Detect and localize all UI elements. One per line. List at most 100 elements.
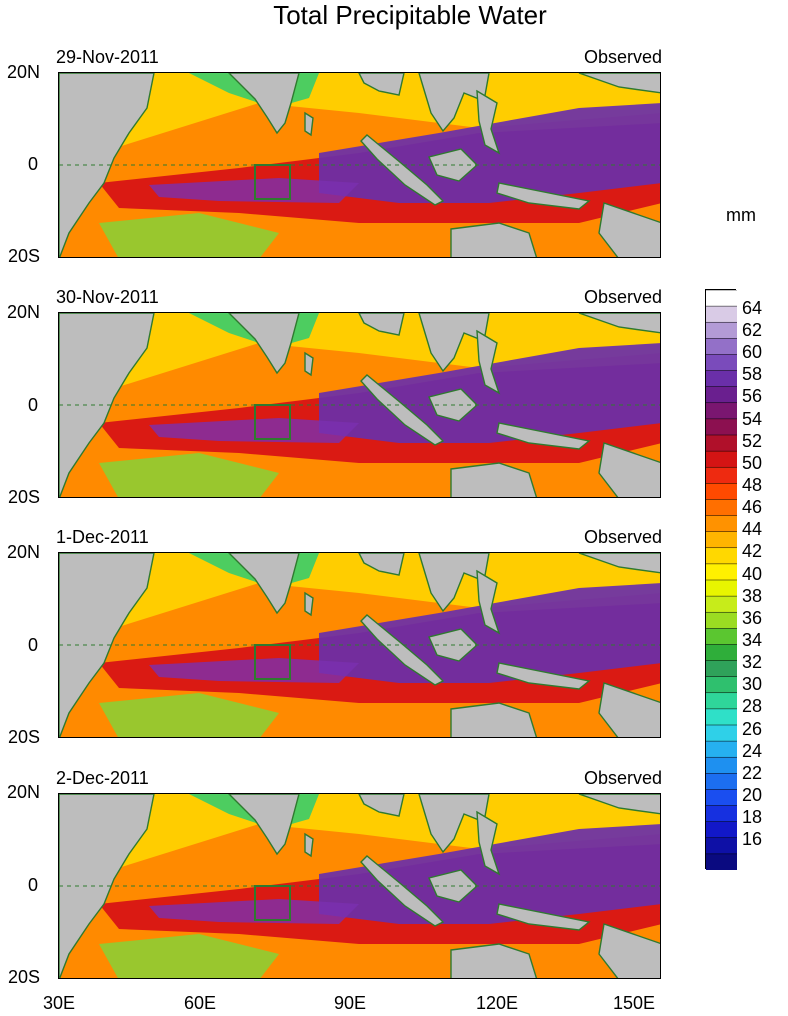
colorbar-label: 34 — [742, 630, 763, 650]
landmass — [598, 442, 660, 497]
colorbar-label: 58 — [742, 364, 763, 384]
landmass — [360, 134, 445, 206]
landmass — [476, 569, 501, 635]
landmass — [358, 73, 405, 96]
lat-label-20s: 20S — [7, 967, 40, 987]
panel-observed-label: Observed — [583, 527, 662, 547]
colorbar-label: 62 — [742, 320, 763, 340]
colorbar-swatch — [706, 483, 737, 501]
landmass — [304, 111, 314, 137]
landmass — [358, 313, 405, 336]
landmass — [59, 553, 155, 737]
landmass — [228, 553, 300, 615]
colorbar-label: 64 — [742, 298, 763, 318]
landmass — [450, 462, 538, 497]
landmass — [578, 553, 660, 574]
colorbar-swatch — [706, 322, 737, 339]
tpw-band-moderate — [59, 73, 660, 163]
landmass — [496, 903, 591, 931]
colorbar-label: 38 — [742, 586, 763, 606]
colorbar-swatch — [706, 660, 737, 678]
colorbar-swatch — [706, 580, 737, 597]
unit-label: mm — [726, 205, 756, 225]
study-box — [254, 404, 291, 440]
lat-label-20n: 20N — [6, 782, 40, 802]
tpw-band-dry-south — [99, 693, 279, 737]
study-box — [254, 644, 291, 680]
landmass — [598, 923, 660, 978]
study-box — [254, 164, 291, 200]
colorbar-swatch — [706, 773, 737, 791]
tpw-band-dry-south — [99, 934, 279, 978]
tpw-field — [59, 313, 660, 497]
landmass — [450, 943, 538, 978]
landmass — [228, 313, 300, 375]
tpw-band-moderate — [59, 313, 660, 403]
panel-date: 2-Dec-2011 — [56, 768, 149, 788]
landmass — [496, 422, 591, 450]
colorbar — [705, 289, 737, 870]
lat-label-0: 0 — [27, 635, 38, 655]
tpw-field — [59, 73, 660, 257]
landmass — [496, 662, 591, 690]
landmass — [418, 794, 490, 854]
panel-observed-label: Observed — [583, 768, 662, 788]
colorbar-swatch — [706, 741, 737, 758]
lat-label-20n: 20N — [6, 62, 40, 82]
colorbar-swatch — [706, 805, 737, 823]
tpw-band-moderate — [59, 553, 660, 643]
colorbar-swatch — [706, 789, 737, 807]
colorbar-swatch — [706, 515, 737, 533]
colorbar-swatch — [706, 612, 737, 629]
colorbar-label: 40 — [742, 564, 763, 584]
landmass — [578, 73, 660, 94]
colorbar-swatch — [706, 531, 737, 549]
colorbar-label: 26 — [742, 719, 763, 739]
lon-label-90e: 90E — [333, 993, 367, 1013]
map-panel-1: 29-Nov-2011 Observed — [56, 47, 662, 258]
colorbar-label: 28 — [742, 696, 763, 716]
colorbar-swatch — [706, 757, 737, 774]
colorbar-swatches — [706, 290, 737, 870]
lat-label-20s: 20S — [7, 727, 40, 747]
landmass — [418, 313, 490, 373]
tpw-map — [58, 312, 661, 498]
colorbar-label: 56 — [742, 386, 763, 406]
map-panel-3: 1-Dec-2011 Observed — [56, 527, 662, 738]
lon-label-30e: 30E — [42, 993, 76, 1013]
panel-observed-label: Observed — [583, 47, 662, 67]
landmass — [496, 182, 591, 210]
panel-observed-label: Observed — [583, 287, 662, 307]
colorbar-swatch — [706, 628, 737, 646]
lat-label-20n: 20N — [6, 302, 40, 322]
colorbar-swatch — [706, 821, 737, 839]
colorbar-swatch — [706, 837, 737, 855]
study-box — [254, 885, 291, 921]
landmass — [360, 374, 445, 446]
landmass — [360, 614, 445, 686]
colorbar-label: 16 — [742, 829, 763, 849]
colorbar-label: 46 — [742, 497, 763, 517]
lon-label-60e: 60E — [183, 993, 217, 1013]
colorbar-swatch — [706, 676, 737, 694]
landmass — [304, 591, 314, 617]
panel-date: 30-Nov-2011 — [56, 287, 159, 307]
landmass — [228, 73, 300, 135]
map-panel-4: 2-Dec-2011 Observed — [56, 768, 662, 979]
tpw-field — [59, 794, 660, 978]
landmass — [476, 810, 501, 876]
colorbar-swatch — [706, 563, 737, 581]
lon-label-150e: 150E — [612, 993, 656, 1013]
colorbar-swatch — [706, 338, 737, 356]
colorbar-label: 22 — [742, 763, 763, 783]
colorbar-swatch — [706, 725, 737, 742]
colorbar-swatch — [706, 499, 737, 517]
colorbar-swatch — [706, 451, 737, 468]
landmass — [598, 682, 660, 737]
landmass — [476, 89, 501, 155]
landmass — [358, 794, 405, 817]
landmass — [59, 313, 155, 497]
colorbar-swatch — [706, 370, 737, 388]
colorbar-swatch — [706, 418, 737, 436]
lon-label-120e: 120E — [475, 993, 519, 1013]
